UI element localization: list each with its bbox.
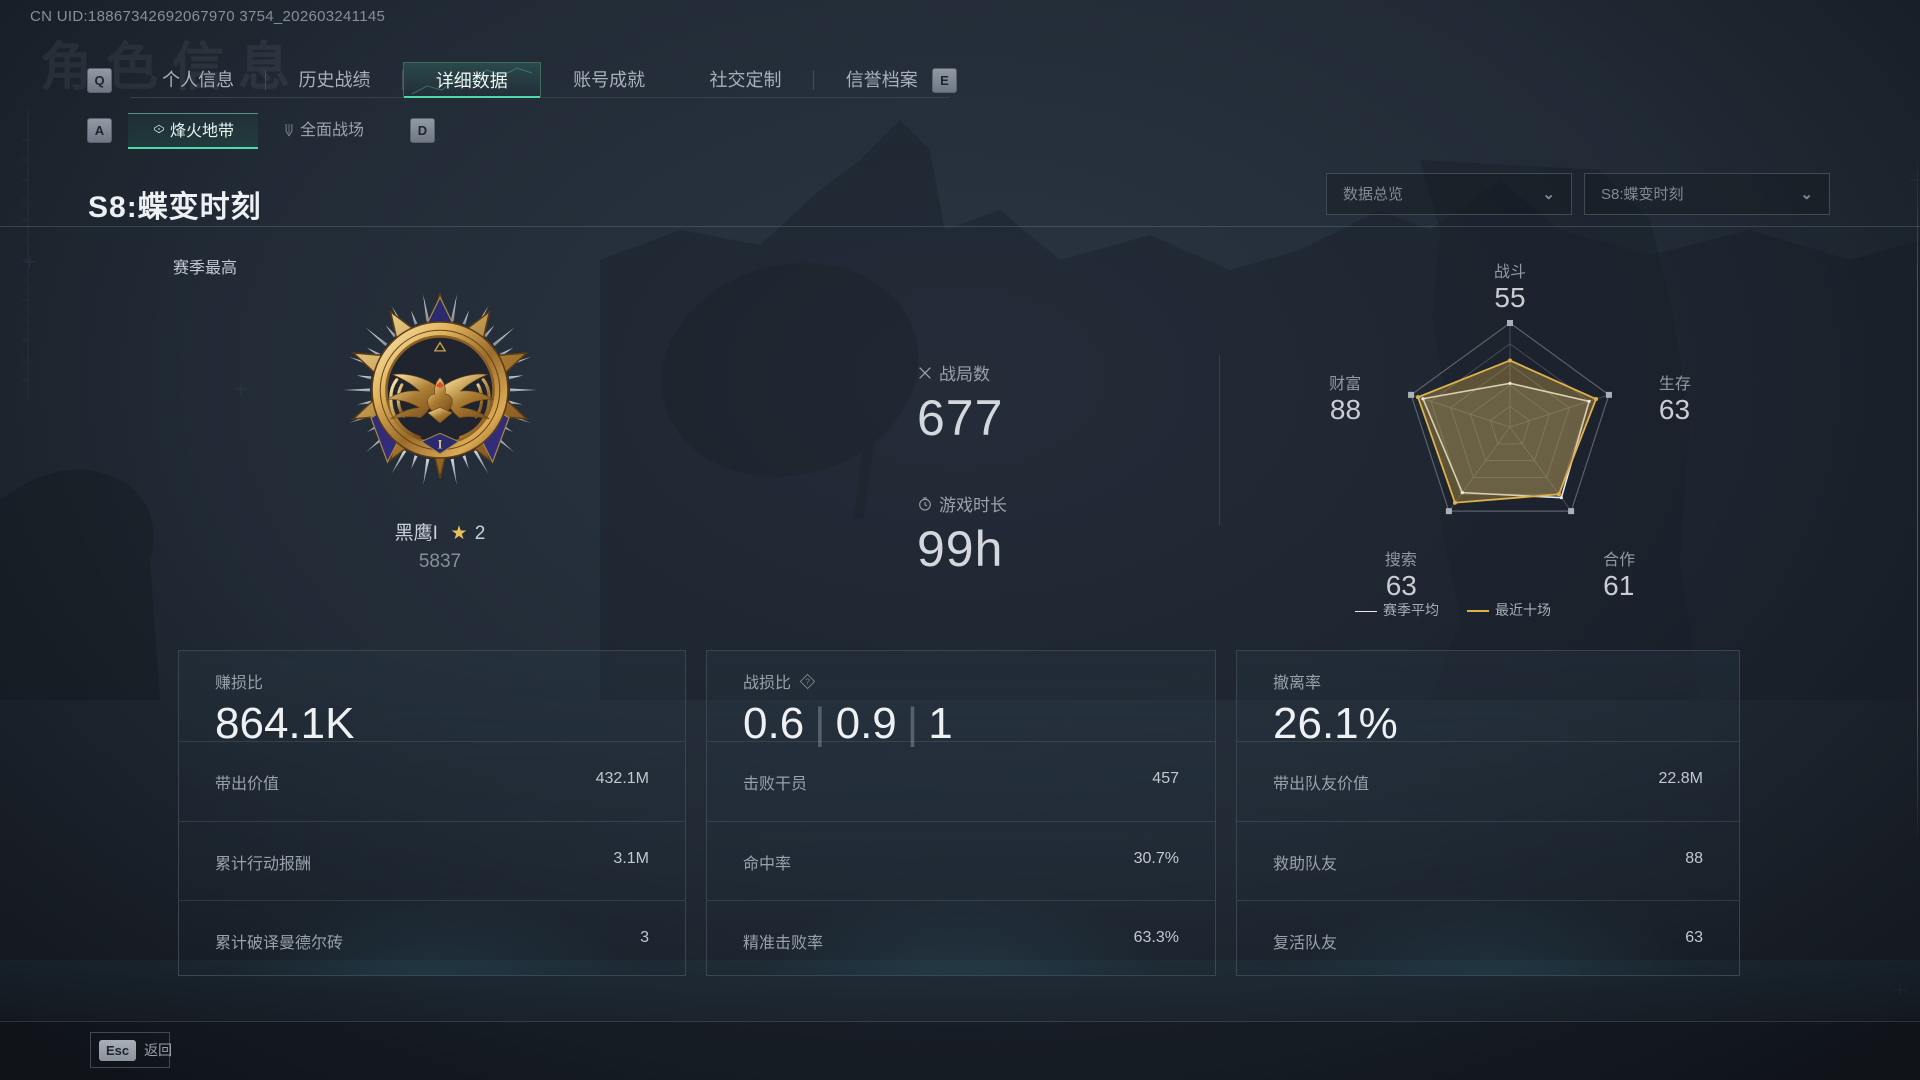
svg-text:I: I [438,438,443,452]
svg-text:财富: 财富 [1329,375,1361,393]
svg-text:?: ? [805,676,810,686]
svg-text:搜索: 搜索 [1385,551,1417,569]
svg-text:63: 63 [1659,394,1690,425]
svg-text:战斗: 战斗 [1494,263,1526,281]
svg-text:生存: 生存 [1659,375,1691,393]
svg-text:61: 61 [1603,570,1634,601]
svg-text:63: 63 [1386,570,1417,601]
svg-text:55: 55 [1494,282,1525,313]
svg-text:88: 88 [1330,394,1361,425]
svg-text:合作: 合作 [1603,551,1635,569]
